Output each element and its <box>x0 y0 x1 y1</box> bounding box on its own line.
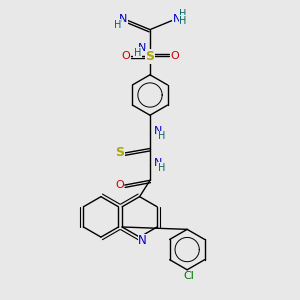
Text: H: H <box>114 20 121 30</box>
Text: H: H <box>179 9 186 19</box>
Text: O: O <box>115 180 124 190</box>
Text: S: S <box>115 146 124 160</box>
Text: N: N <box>137 43 146 53</box>
Text: N: N <box>172 14 181 24</box>
Text: S: S <box>146 50 154 63</box>
Text: H: H <box>134 48 141 58</box>
Text: N: N <box>138 234 147 247</box>
Text: H: H <box>158 163 166 173</box>
Text: N: N <box>154 126 162 136</box>
Text: O: O <box>170 51 179 62</box>
Text: H: H <box>179 16 186 26</box>
Text: O: O <box>121 51 130 62</box>
Text: Cl: Cl <box>183 271 194 281</box>
Text: N: N <box>119 14 128 24</box>
Text: H: H <box>158 131 166 141</box>
Text: N: N <box>154 158 162 168</box>
